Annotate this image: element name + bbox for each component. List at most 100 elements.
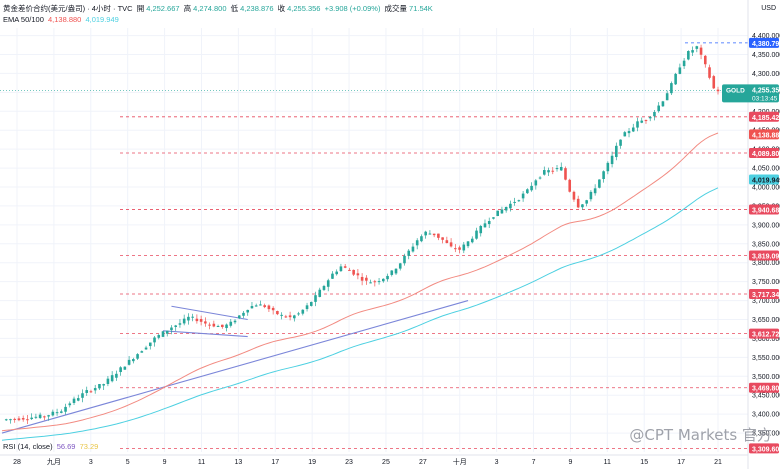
candle-body xyxy=(432,233,436,236)
candle-body xyxy=(479,225,483,234)
candle-body xyxy=(695,46,699,49)
candle-body xyxy=(437,233,440,238)
ema100-value: 4,019.949 xyxy=(85,15,119,24)
candle-body xyxy=(572,191,576,200)
candle-body xyxy=(670,83,673,94)
time-tick-label: 5 xyxy=(126,459,130,466)
level-label-bg xyxy=(749,37,779,48)
candle-body xyxy=(623,132,627,137)
high-value: 4,274.800 xyxy=(193,4,227,13)
candle-body xyxy=(225,324,228,329)
time-tick-label: 3 xyxy=(89,459,93,466)
candle-body xyxy=(386,275,389,280)
candle-body xyxy=(132,359,135,362)
level-label-bg xyxy=(749,289,779,300)
candle-body xyxy=(153,337,156,343)
price-tick-label: 3,800.000 xyxy=(752,260,780,267)
candle-body xyxy=(716,89,720,92)
candle-body xyxy=(93,388,97,391)
candle-body xyxy=(377,281,381,283)
candle-body xyxy=(521,193,525,199)
candle-body xyxy=(148,342,152,347)
candle-body xyxy=(568,179,572,192)
time-tick-label: 23 xyxy=(345,459,353,466)
candle-body xyxy=(424,231,427,236)
candle-body xyxy=(500,209,504,214)
rsi-label: RSI (14, close) xyxy=(3,442,53,451)
candle-body xyxy=(157,335,161,338)
volume-value: 71.54K xyxy=(409,4,433,13)
candle-body xyxy=(360,276,364,281)
candle-body xyxy=(411,246,415,252)
watermark: @CPT Markets 官方 xyxy=(629,426,772,444)
ema50-value: 4,138.880 xyxy=(47,15,82,24)
candle-body xyxy=(331,273,334,279)
candle-body xyxy=(547,170,550,173)
candle-body xyxy=(648,116,652,119)
currency-label: USD xyxy=(761,5,776,12)
level-label-bg xyxy=(749,111,779,122)
candle-body xyxy=(21,418,25,420)
ema-lines xyxy=(1,132,719,441)
candle-body xyxy=(564,168,567,180)
candle-body xyxy=(703,55,707,65)
candle-body xyxy=(631,127,635,132)
candle-body xyxy=(127,359,131,365)
candle-body xyxy=(267,305,271,310)
candle-body xyxy=(356,273,360,276)
candle-body xyxy=(496,210,499,217)
time-axis[interactable]: 28 九月 3 5 9 11 13 17 19 23 25 27 十月 3 7 9 11 15 17 21 xyxy=(0,454,748,466)
channel-top-line xyxy=(171,305,248,321)
candle-body xyxy=(559,166,563,171)
ema-label: 4,138.880 xyxy=(752,132,780,139)
candle-body xyxy=(284,316,288,318)
candle-body xyxy=(534,180,538,186)
candle-body xyxy=(250,306,254,309)
candle-body xyxy=(462,244,466,251)
candle-body xyxy=(110,375,114,382)
high-label: 高 xyxy=(183,4,192,13)
candle-body xyxy=(178,323,182,325)
chart-grid xyxy=(0,28,748,452)
candle-body xyxy=(305,305,309,310)
rsi-value2: 73.29 xyxy=(79,442,99,451)
candle-body xyxy=(492,217,495,219)
candle-body xyxy=(576,198,580,208)
time-tick-label: 3 xyxy=(495,459,499,466)
candle-body xyxy=(191,316,194,318)
candle-body xyxy=(470,238,474,243)
time-tick-label: 9 xyxy=(163,459,167,466)
candle-body xyxy=(119,367,122,373)
candle-body xyxy=(466,241,470,247)
candle-body xyxy=(542,170,546,175)
candle-body xyxy=(593,188,597,194)
candle-body xyxy=(140,351,144,353)
candle-body xyxy=(309,301,313,306)
candle-body xyxy=(60,411,63,413)
candle-body xyxy=(343,266,347,268)
candle-body xyxy=(538,177,542,179)
level-label: 3,612.720 xyxy=(752,332,780,339)
candle-body xyxy=(297,313,300,315)
price-tick-label: 3,550.000 xyxy=(752,355,780,362)
candle-body xyxy=(170,327,173,331)
low-value: 4,238.876 xyxy=(240,4,274,13)
candle-body xyxy=(661,101,665,107)
candle-body xyxy=(581,204,584,208)
candle-body xyxy=(47,415,50,417)
time-tick-label: 9 xyxy=(568,459,572,466)
candle-body xyxy=(644,120,648,122)
candle-body xyxy=(551,170,555,172)
price-badge-price: 4,255.356 xyxy=(752,87,780,94)
price-tick-label: 3,900.000 xyxy=(752,222,780,229)
candle-body xyxy=(64,406,67,412)
time-tick-label: 11 xyxy=(198,459,205,466)
level-label-bg xyxy=(749,382,779,393)
candle-body xyxy=(475,230,478,239)
price-axis[interactable]: USD 3,350.000 3,400.000 3,450.000 3,500.000 3… xyxy=(747,0,780,469)
candle-body xyxy=(420,236,423,242)
candle-body xyxy=(187,316,190,321)
candle-body xyxy=(487,221,491,225)
candle-body xyxy=(428,233,432,235)
